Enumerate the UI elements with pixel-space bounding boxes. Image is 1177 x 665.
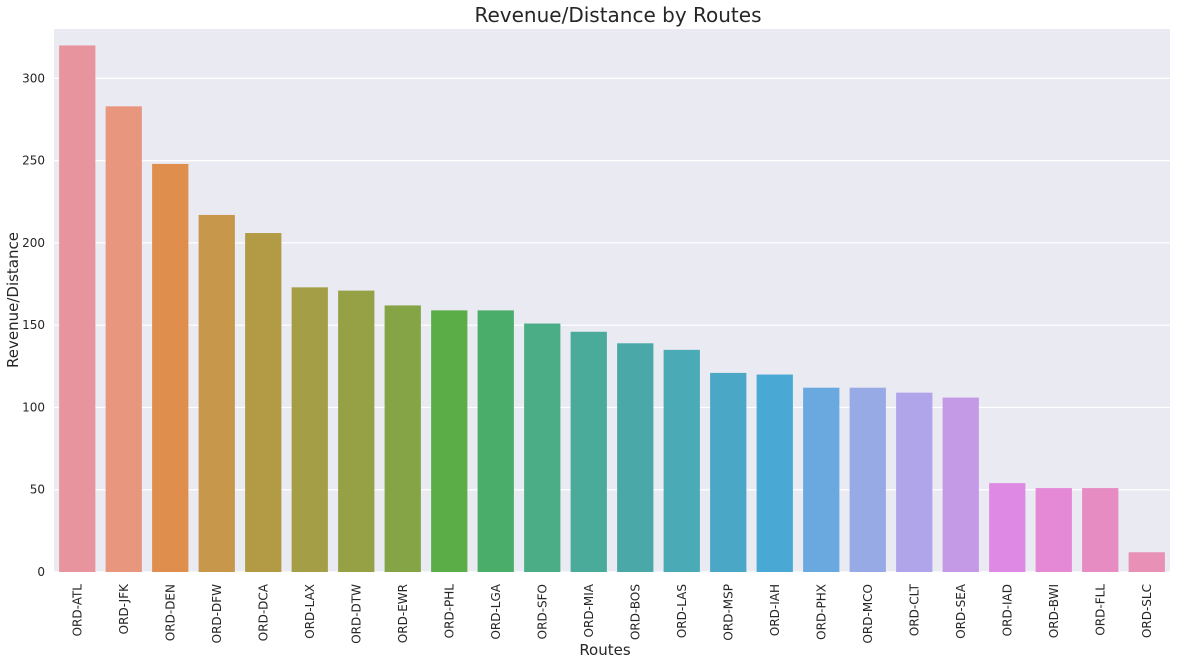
y-tick-label: 300 [22, 71, 45, 85]
x-tick-label: ORD-BOS [628, 584, 642, 640]
y-tick-label: 100 [22, 400, 45, 414]
x-tick-label: ORD-DEN [163, 584, 177, 641]
x-tick-label: ORD-LAX [303, 584, 317, 639]
x-tick-label: ORD-FLL [1093, 584, 1107, 636]
y-axis-label: Revenue/Distance [4, 232, 22, 368]
bar-ord-phx [803, 387, 840, 572]
x-tick-label: ORD-MSP [721, 584, 735, 641]
bar-ord-jfk [105, 106, 142, 572]
x-tick-label: ORD-IAH [768, 584, 782, 636]
bar-ord-bos [617, 343, 654, 572]
bar-ord-dtw [338, 290, 375, 572]
x-tick-label: ORD-MCO [861, 584, 875, 644]
x-tick-label: ORD-ATL [70, 584, 84, 637]
bars [59, 45, 1165, 573]
bar-ord-clt [896, 392, 933, 572]
bar-ord-den [152, 163, 189, 572]
bar-ord-iah [756, 374, 793, 572]
bar-ord-bwi [1035, 488, 1072, 572]
bar-ord-mia [570, 331, 607, 572]
gridlines [54, 77, 1170, 573]
x-tick-label: ORD-DCA [256, 583, 270, 641]
x-tick-label: ORD-MIA [582, 583, 596, 637]
bar-ord-mco [849, 387, 886, 572]
x-tick-label: ORD-DFW [210, 584, 224, 643]
x-tick-label: ORD-LGA [489, 583, 503, 639]
y-tick-label: 200 [22, 236, 45, 250]
bar-ord-dca [245, 233, 282, 572]
x-tick-label: ORD-SEA [954, 583, 968, 639]
bar-ord-dfw [198, 214, 235, 572]
x-tick-label: ORD-PHX [814, 584, 828, 640]
y-tick-label: 150 [22, 318, 45, 332]
x-tick-label: ORD-SLC [1140, 584, 1154, 638]
bar-ord-las [663, 349, 700, 572]
x-tick-label: ORD-LAS [675, 584, 689, 638]
chart-title: Revenue/Distance by Routes [474, 3, 761, 27]
bar-ord-fll [1082, 488, 1119, 572]
x-tick-label: ORD-EWR [396, 584, 410, 643]
y-tick-label: 50 [30, 483, 45, 497]
bar-ord-iad [989, 483, 1026, 572]
y-tick-label: 250 [22, 154, 45, 168]
plot-area [54, 29, 1170, 572]
x-tick-label: ORD-CLT [907, 583, 921, 636]
x-tick-label: ORD-DTW [349, 584, 363, 644]
x-tick-label: ORD-IAD [1000, 584, 1014, 636]
bar-ord-ewr [384, 305, 421, 572]
bar-ord-phl [431, 310, 468, 572]
x-tick-label: ORD-BWI [1047, 584, 1061, 638]
x-axis-label: Routes [579, 641, 631, 659]
bar-ord-msp [710, 372, 747, 572]
bar-ord-sfo [524, 323, 561, 572]
x-tick-label: ORD-SFO [535, 584, 549, 639]
y-tick-labels: 0 50 100 150 200 250 300 [22, 71, 45, 579]
bar-ord-lax [291, 287, 328, 572]
bar-ord-lga [477, 310, 514, 572]
y-tick-label: 0 [37, 565, 45, 579]
bar-ord-sea [942, 397, 979, 572]
x-tick-label: ORD-PHL [442, 584, 456, 639]
x-tick-labels: ORD-ATL ORD-JFK ORD-DEN ORD-DFW ORD-DCA ORD-L… [70, 583, 1154, 644]
x-tick-label: ORD-JFK [117, 583, 131, 634]
bar-ord-atl [59, 45, 96, 573]
bar-ord-slc [1128, 552, 1165, 572]
